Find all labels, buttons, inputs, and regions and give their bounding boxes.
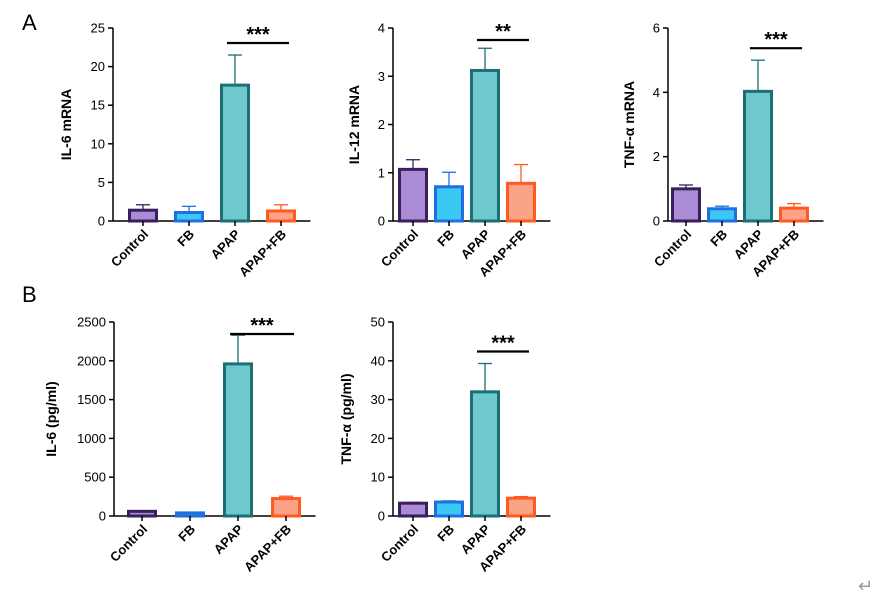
bar-fb: [175, 511, 205, 518]
bar-apap: [220, 83, 250, 223]
y-axis-title: TNF-α (pg/ml): [338, 373, 354, 464]
bar-control: [398, 167, 428, 223]
y-tick-label: 0: [98, 214, 105, 229]
category-label: APAP+FB: [236, 227, 289, 280]
significance-label: ***: [764, 29, 788, 51]
y-tick-label: 0: [653, 214, 660, 229]
bar-apap-fb: [506, 496, 536, 518]
y-tick-label: 4: [378, 21, 385, 36]
bar-apap: [470, 390, 500, 518]
bar-control: [671, 187, 701, 223]
y-tick-label: 1: [378, 165, 385, 180]
category-label: Control: [108, 227, 151, 270]
bar-apap-fb: [506, 181, 536, 223]
category-label: Control: [378, 522, 421, 565]
bar-apap-fb: [271, 497, 301, 518]
panel-label-b: B: [22, 282, 37, 307]
y-tick-label: 10: [371, 470, 385, 485]
y-axis-title: TNF-α mRNA: [621, 81, 637, 168]
category-label: Control: [651, 227, 694, 270]
category-label: FB: [434, 522, 457, 545]
bar-control: [128, 208, 158, 223]
y-axis-title: IL-6 mRNA: [58, 89, 74, 161]
y-tick-label: 6: [653, 21, 660, 36]
y-tick-label: 2: [653, 149, 660, 164]
y-tick-label: 30: [371, 392, 385, 407]
y-tick-label: 50: [371, 315, 385, 330]
category-label: APAP+FB: [241, 522, 294, 575]
y-tick-label: 0: [378, 509, 385, 524]
significance-label: ***: [491, 333, 515, 355]
bar-apap: [223, 362, 253, 518]
chart-il6-protein: 0 500 1000 1500 2000 2500 IL-6 (pg/ml) Control F…: [43, 315, 316, 575]
significance-label: ***: [246, 24, 270, 46]
y-tick-label: 40: [371, 353, 385, 368]
y-tick-label: 1000: [77, 431, 106, 446]
significance-label: ***: [250, 315, 274, 337]
y-tick-label: 1500: [77, 392, 106, 407]
y-tick-label: 0: [99, 509, 106, 524]
y-tick-label: 2500: [77, 315, 106, 330]
bar-fb: [434, 185, 464, 223]
bar-apap: [743, 89, 773, 223]
y-tick-label: 25: [91, 21, 105, 36]
bar-apap: [470, 68, 500, 223]
category-label: FB: [174, 227, 197, 250]
category-label: APAP: [208, 226, 244, 262]
bar-apap-fb: [266, 209, 296, 223]
bar-control: [127, 509, 157, 518]
bar-fb: [707, 207, 737, 223]
category-label: FB: [434, 227, 457, 250]
category-label: FB: [175, 522, 198, 545]
significance-label: **: [495, 21, 511, 43]
bar-apap-fb: [779, 206, 809, 223]
y-tick-label: 10: [91, 136, 105, 151]
y-tick-label: 2: [378, 117, 385, 132]
category-label: FB: [707, 227, 730, 250]
bar-fb: [434, 500, 464, 518]
category-label: Control: [107, 522, 150, 565]
y-tick-label: 20: [371, 431, 385, 446]
y-tick-label: 500: [84, 470, 106, 485]
return-arrow-icon: ↵: [858, 576, 874, 597]
y-tick-label: 0: [378, 214, 385, 229]
y-axis-title: IL-12 mRNA: [346, 85, 362, 164]
y-tick-label: 20: [91, 59, 105, 74]
panel-label-a: A: [22, 10, 37, 35]
y-tick-label: 3: [378, 69, 385, 84]
bar-fb: [174, 211, 204, 223]
category-label: APAP: [211, 521, 247, 557]
y-axis-title: IL-6 (pg/ml): [43, 381, 59, 456]
y-tick-label: 2000: [77, 353, 106, 368]
bar-control: [398, 501, 428, 518]
category-label: Control: [378, 227, 421, 270]
y-tick-label: 5: [98, 175, 105, 190]
y-tick-label: 4: [653, 85, 660, 100]
y-tick-label: 15: [91, 98, 105, 113]
